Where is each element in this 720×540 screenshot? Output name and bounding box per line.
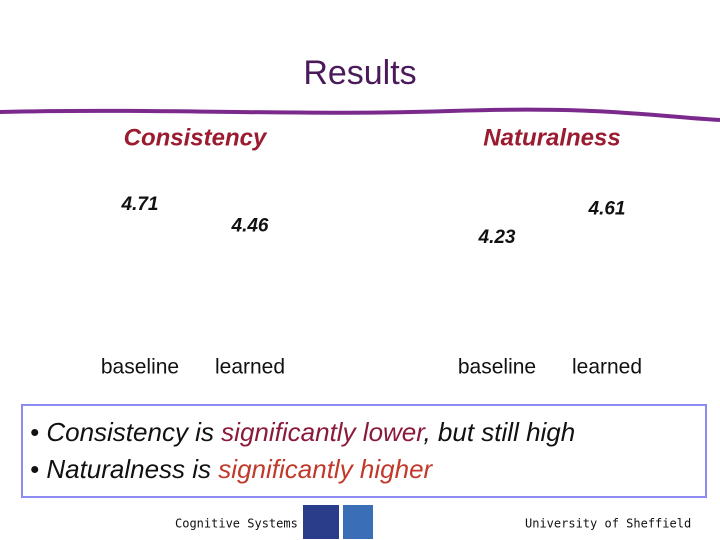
bullet-segment: significantly lower [221, 417, 426, 447]
slide-title: Results [303, 54, 416, 92]
logo [303, 505, 339, 539]
footer-left: Cognitive Systems [175, 517, 298, 531]
chart-title: Consistency [124, 124, 268, 151]
footer-right: University of Sheffield [525, 517, 691, 531]
value-label: 4.23 [478, 227, 516, 248]
logo [343, 505, 373, 539]
x-tick-label: learned [572, 356, 642, 379]
bar [217, 236, 283, 340]
value-label: 4.46 [231, 215, 269, 236]
bullet: • Consistency is significantly lower, bu… [30, 417, 575, 447]
bar [574, 219, 640, 340]
x-tick-label: baseline [101, 356, 179, 379]
bullet-segment: , but still high [423, 417, 575, 447]
summary-box [21, 404, 707, 498]
bar [107, 214, 173, 340]
bar [464, 247, 530, 340]
value-label: 4.61 [588, 198, 626, 219]
x-tick-label: learned [215, 356, 285, 379]
value-label: 4.71 [121, 194, 159, 215]
bullet-segment: significantly higher [218, 454, 433, 484]
chart-title: Naturalness [483, 124, 620, 151]
bullet: • Naturalness is significantly higher [30, 454, 434, 484]
x-tick-label: baseline [458, 356, 536, 379]
bullet-segment: • Naturalness is [30, 454, 218, 484]
title-rule [0, 107, 720, 122]
bullet-segment: • Consistency is [30, 417, 221, 447]
